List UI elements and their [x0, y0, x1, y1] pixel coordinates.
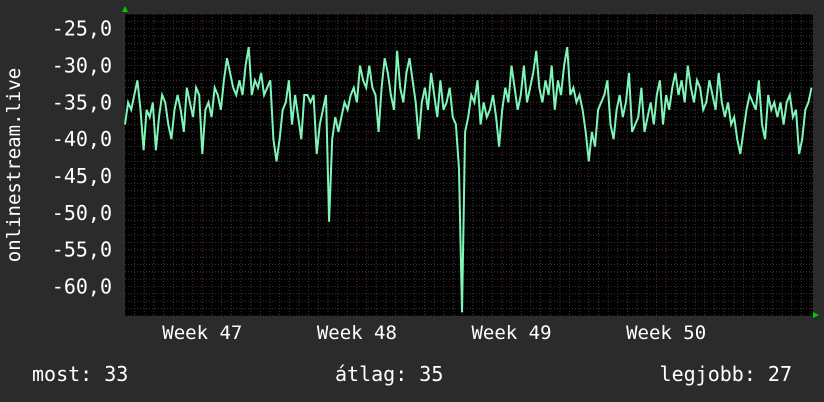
y-tick-label: -45,0: [52, 164, 112, 188]
footer-stats: most: 33 átlag: 35 legjobb: 27: [0, 360, 824, 390]
y-tick-label: -25,0: [52, 17, 112, 41]
series-line: [124, 46, 813, 313]
y-axis-label: onlinestream.live: [3, 67, 25, 263]
y-tick-label: -60,0: [52, 275, 112, 299]
y-axis-arrow: [122, 6, 128, 12]
x-tick-label: Week 49: [471, 322, 551, 344]
y-tick-label: -50,0: [52, 201, 112, 225]
y-tick-labels: -25,0 -30,0 -35,0 -40,0 -45,0 -50,0 -55,0 -60,0: [52, 17, 112, 299]
x-tick-label: Week 47: [162, 322, 242, 344]
y-tick-label: -35,0: [52, 90, 112, 114]
y-tick-label: -30,0: [52, 54, 112, 78]
x-axis-arrow: [813, 312, 819, 318]
stat-best: legjobb: 27: [659, 362, 792, 386]
y-tick-label: -40,0: [52, 127, 112, 151]
x-tick-labels: Week 47 Week 48 Week 49 Week 50: [162, 322, 706, 344]
x-tick-label: Week 50: [626, 322, 706, 344]
y-axis-label-wrap: onlinestream.live: [0, 0, 28, 320]
stat-now: most: 33: [32, 362, 129, 386]
x-tick-label: Week 48: [317, 322, 397, 344]
y-tick-label: -55,0: [52, 238, 112, 262]
stat-average: átlag: 35: [335, 362, 444, 386]
plot-background: [125, 14, 813, 316]
